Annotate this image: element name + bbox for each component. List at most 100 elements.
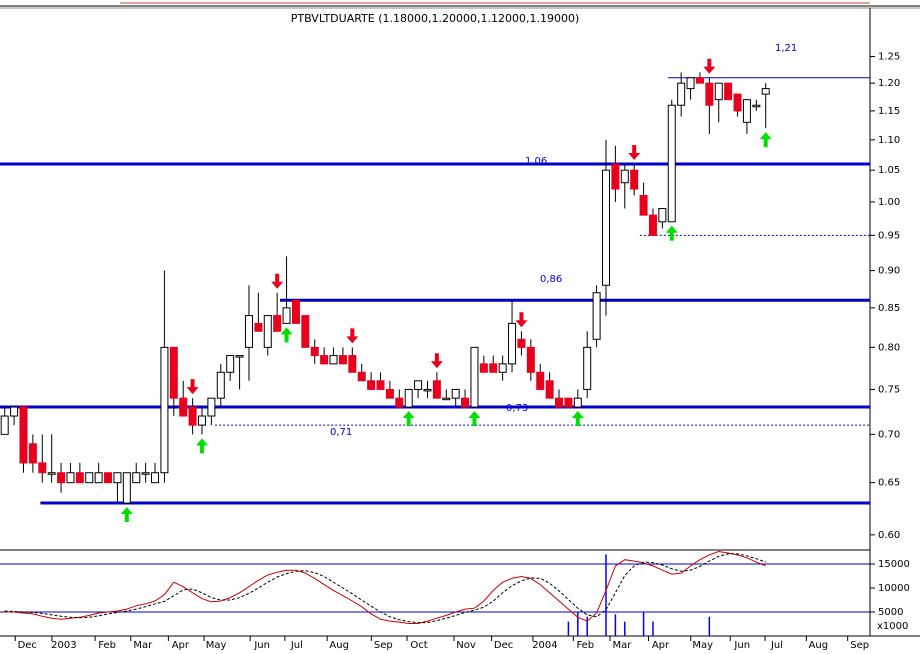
candle-body [724,82,733,101]
candle-body [10,406,19,417]
candle-body [301,315,310,348]
x-tick-label: Apr [652,640,670,650]
sell-arrow [430,353,443,369]
x-tick-label: May [692,640,713,650]
y-tick-label: 0.95 [878,230,900,241]
x-tick-label: 2003 [51,640,76,650]
y-tick-label: 0.70 [878,429,900,440]
y-tick-label: 1.15 [878,106,900,117]
x-tick-label: Aug [329,640,349,650]
candle-body [508,322,517,365]
candle-body [75,472,84,484]
y-tick-label: 15000 [878,559,910,570]
candle-body [38,462,47,474]
candle-body [630,169,639,190]
candle-body [414,380,423,390]
candle-body [592,292,601,340]
candle-body [66,472,75,484]
candle-body [461,397,470,408]
x-tick-label: Dec [18,640,37,650]
x-tick-label: Sep [374,640,393,650]
candle-body [705,82,714,106]
x-tick-label: May [206,640,227,650]
candle-body [273,315,282,332]
candle-body [329,355,338,365]
candle-body [742,99,751,123]
x-tick-label: Jul [770,640,783,650]
y-unit-label: x1000 [877,621,908,632]
buy-arrow [280,327,293,343]
chart-title: PTBVLTDUARTE (1.18000,1.20000,1.12000,1.… [291,12,580,25]
y-tick-label: 1.25 [878,52,900,63]
volume-bar [567,621,570,636]
x-tick-label: Apr [172,640,190,650]
candle-body [188,406,197,426]
candle-body [451,388,460,399]
volume-bar [614,614,617,636]
level-label: 1,21 [775,43,797,54]
level-label: 1,06 [525,156,547,167]
candle-body [432,380,441,399]
candle-body [151,472,160,484]
candle-body [611,163,620,190]
candle-body [733,93,742,112]
candle-body [160,346,169,474]
candle-body [57,472,66,484]
candle-body [648,214,657,236]
candle-body [0,415,9,435]
candle-body [254,322,263,332]
candle-body [376,380,385,390]
candle-body [536,371,545,390]
candle-body [601,169,610,286]
candle-body [714,82,723,101]
candle-body [113,472,122,484]
y-tick-label: 10000 [878,583,910,594]
indicator-line [4,553,766,624]
candle-body [526,346,535,373]
candle-body [47,472,56,475]
x-tick-label: 2004 [532,640,557,650]
x-tick-label: Nov [456,640,476,650]
x-tick-label: Feb [98,640,116,650]
y-tick-label: 0.80 [878,342,900,353]
level-label: 0,86 [540,274,562,285]
candle-body [310,346,319,357]
candle-body [385,388,394,399]
sell-arrow [703,58,716,74]
candle-body [470,346,479,408]
candle-body [620,169,629,184]
candle-body [423,388,432,392]
y-tick-label: 1.05 [878,165,900,176]
volume-bar [605,554,607,636]
candle-body [263,315,272,348]
candle-body [282,307,291,324]
candle-body [761,88,770,95]
candle-body [132,472,141,484]
y-tick-label: 1.00 [878,197,900,208]
candle-body [395,397,404,408]
y-tick-label: 0.90 [878,266,900,277]
volume-bar [708,616,711,636]
candle-body [19,406,28,464]
candle-body [216,371,225,399]
x-tick-label: Feb [576,640,594,650]
candle-body [179,397,188,417]
y-tick-label: 0.60 [878,530,900,541]
candle-body [677,82,686,106]
candle-body [207,397,216,417]
candle-body [338,355,347,365]
candle-body [695,77,704,84]
volume-bar [642,612,645,636]
sell-arrow [271,273,284,289]
x-tick-label: Mar [613,640,633,650]
buy-arrow [468,411,481,427]
candle-body [141,472,150,475]
buy-arrow [759,132,772,148]
buy-arrow [402,411,415,427]
x-tick-label: Oct [410,640,427,650]
candle-body [348,355,357,373]
x-tick-label: Sep [850,640,869,650]
candle-body [357,371,366,382]
